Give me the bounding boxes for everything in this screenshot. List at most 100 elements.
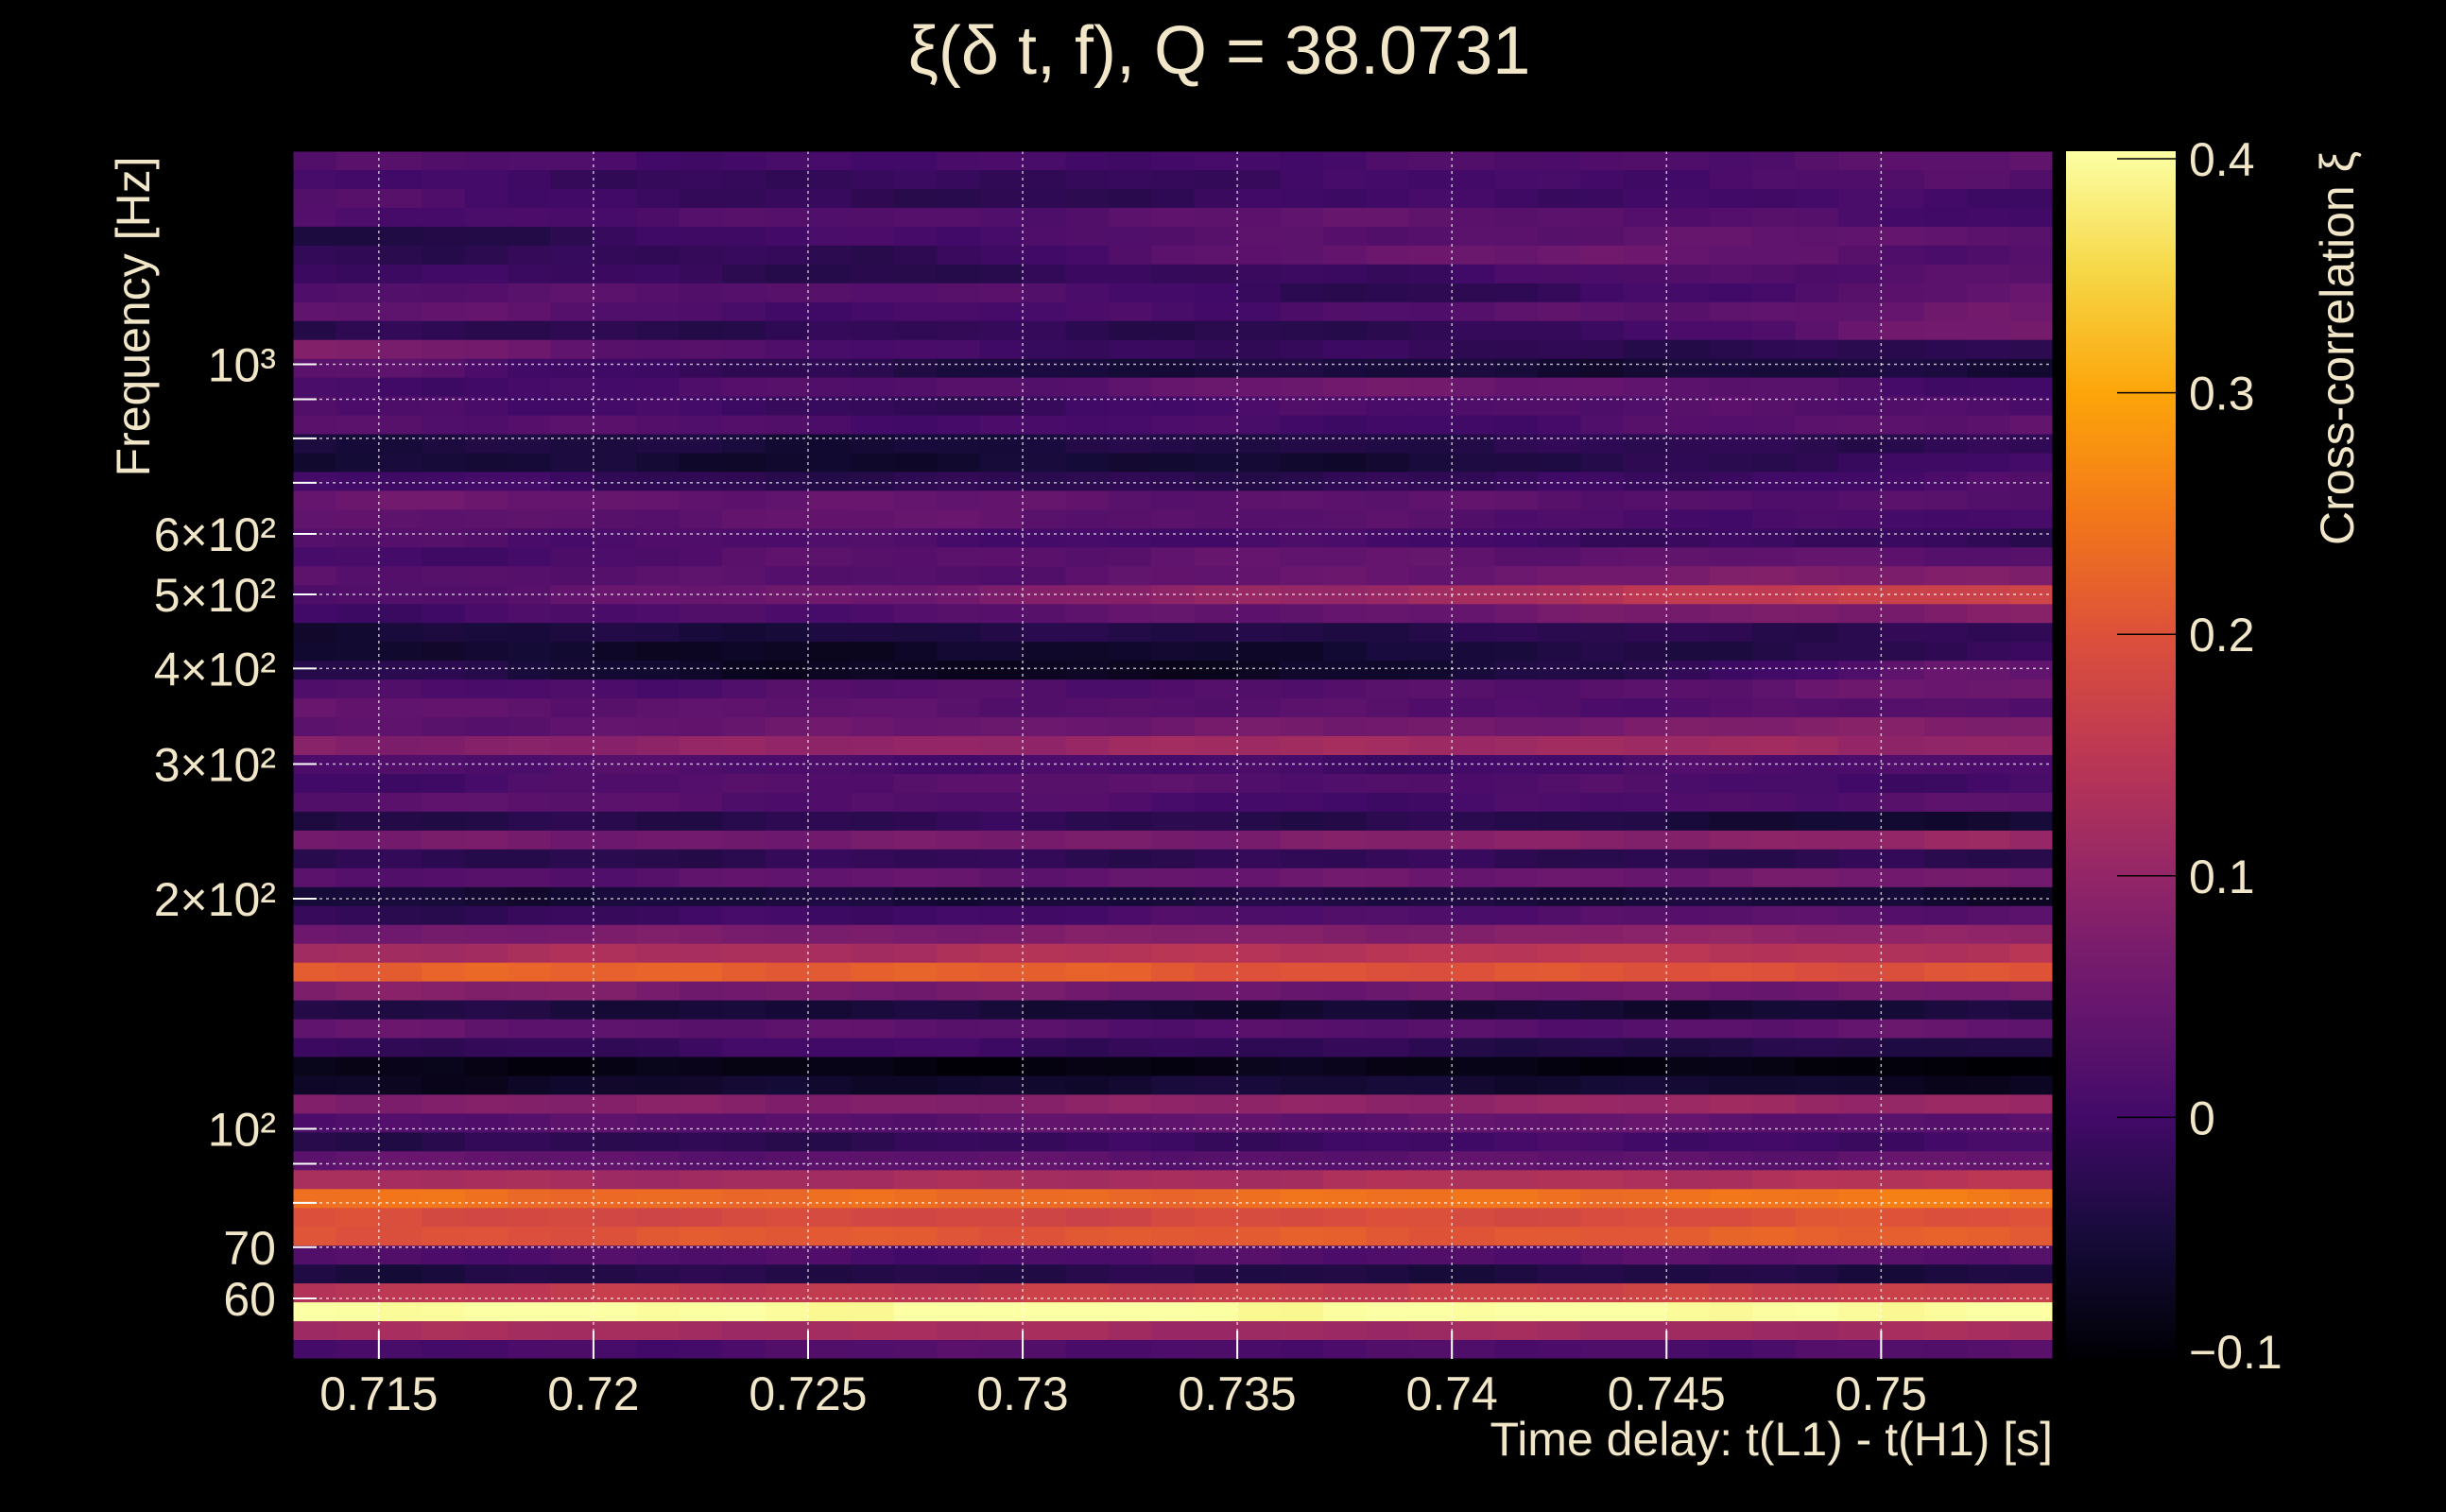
heatmap-cell bbox=[2009, 1038, 2053, 1058]
heatmap-cell bbox=[2009, 453, 2053, 473]
heatmap-cell bbox=[293, 415, 336, 436]
heatmap-cell bbox=[550, 679, 594, 699]
heatmap-cell bbox=[1323, 547, 1367, 567]
heatmap-cell bbox=[1494, 868, 1539, 888]
heatmap-cell bbox=[1366, 736, 1410, 756]
heatmap-cell bbox=[464, 1057, 508, 1077]
heatmap-cell bbox=[979, 566, 1024, 586]
heatmap-cell bbox=[1151, 886, 1196, 907]
heatmap-cell bbox=[893, 1264, 938, 1284]
heatmap-cell bbox=[1065, 1189, 1110, 1209]
heatmap-cell bbox=[1023, 472, 1066, 492]
heatmap-cell bbox=[1408, 1227, 1453, 1246]
colorbar-tick-label: 0.3 bbox=[2189, 368, 2255, 421]
heatmap-cell bbox=[1194, 472, 1238, 492]
heatmap-cell bbox=[1580, 1264, 1625, 1284]
heatmap-cell bbox=[1709, 415, 1753, 436]
heatmap-cell bbox=[1366, 830, 1410, 850]
heatmap-cell bbox=[1494, 1170, 1539, 1190]
heatmap-cell bbox=[1837, 661, 1882, 680]
heatmap-cell bbox=[593, 1283, 637, 1303]
heatmap-cell bbox=[1580, 830, 1625, 850]
heatmap-cell bbox=[1538, 792, 1581, 813]
heatmap-cell bbox=[378, 434, 422, 455]
heatmap-cell bbox=[1752, 207, 1797, 228]
heatmap-cell bbox=[1752, 1208, 1797, 1228]
heatmap-cell bbox=[893, 886, 938, 907]
heatmap-cell bbox=[1108, 1151, 1152, 1171]
heatmap-cell bbox=[1237, 1057, 1282, 1077]
heatmap-cell bbox=[336, 1302, 380, 1322]
heatmap-cell bbox=[1752, 1321, 1797, 1341]
heatmap-cell bbox=[679, 1094, 723, 1114]
heatmap-cell bbox=[851, 151, 895, 171]
heatmap-cell bbox=[1237, 736, 1282, 756]
heatmap-cell bbox=[1752, 755, 1797, 775]
heatmap-cell bbox=[1237, 283, 1282, 303]
heatmap-cell bbox=[464, 490, 508, 510]
heatmap-cell bbox=[1194, 623, 1238, 643]
heatmap-cell bbox=[1065, 151, 1110, 171]
heatmap-cell bbox=[1666, 849, 1711, 869]
heatmap-cell bbox=[1151, 472, 1196, 492]
heatmap-cell bbox=[1709, 905, 1753, 926]
heatmap-cell bbox=[1752, 1151, 1797, 1171]
heatmap-cell bbox=[1323, 1000, 1367, 1021]
heatmap-cell bbox=[422, 207, 466, 228]
heatmap-cell bbox=[808, 509, 852, 529]
heatmap-cell bbox=[679, 642, 723, 662]
heatmap-cell bbox=[1023, 1246, 1066, 1265]
heatmap-cell bbox=[1967, 339, 2011, 360]
heatmap-cell bbox=[2009, 245, 2053, 266]
heatmap-cell bbox=[293, 566, 336, 586]
heatmap-cell bbox=[679, 698, 723, 718]
heatmap-cell bbox=[1881, 245, 1925, 266]
heatmap-cell bbox=[893, 905, 938, 926]
heatmap-cell bbox=[808, 661, 852, 680]
heatmap-cell bbox=[1323, 528, 1367, 548]
heatmap-cell bbox=[1108, 736, 1152, 756]
heatmap-cell bbox=[422, 226, 466, 247]
heatmap-cell bbox=[1108, 698, 1152, 718]
heatmap-cell bbox=[937, 1264, 981, 1284]
heatmap-cell bbox=[1237, 1321, 1282, 1341]
heatmap-cell bbox=[979, 434, 1024, 455]
heatmap-cell bbox=[1151, 1189, 1196, 1209]
heatmap-cell bbox=[593, 774, 637, 794]
heatmap-cell bbox=[422, 661, 466, 680]
heatmap-cell bbox=[1023, 1208, 1066, 1228]
heatmap-cell bbox=[1408, 226, 1453, 247]
heatmap-cell bbox=[979, 1302, 1024, 1322]
heatmap-cell bbox=[1666, 509, 1711, 529]
heatmap-cell bbox=[722, 415, 767, 436]
heatmap-cell bbox=[1666, 188, 1711, 209]
heatmap-cell bbox=[1752, 1170, 1797, 1190]
heatmap-cell bbox=[1709, 1302, 1753, 1322]
heatmap-cell bbox=[1151, 1075, 1196, 1096]
heatmap-cell bbox=[422, 943, 466, 964]
heatmap-cell bbox=[1709, 1170, 1753, 1190]
heatmap-cell bbox=[1538, 604, 1581, 624]
heatmap-cell bbox=[893, 1057, 938, 1077]
heatmap-cell bbox=[464, 301, 508, 322]
heatmap-cell bbox=[2009, 415, 2053, 436]
heatmap-cell bbox=[851, 245, 895, 266]
heatmap-cell bbox=[422, 151, 466, 171]
heatmap-cell bbox=[979, 1170, 1024, 1190]
heatmap-cell bbox=[1108, 1038, 1152, 1058]
heatmap-cell bbox=[1580, 151, 1625, 171]
heatmap-cell bbox=[765, 717, 809, 737]
heatmap-cell bbox=[1580, 1132, 1625, 1152]
heatmap-cell bbox=[1366, 472, 1410, 492]
heatmap-cell bbox=[808, 717, 852, 737]
heatmap-cell bbox=[1881, 1340, 1925, 1359]
heatmap-cell bbox=[636, 415, 680, 436]
heatmap-cell bbox=[1795, 528, 1839, 548]
heatmap-cell bbox=[1452, 453, 1496, 473]
heatmap-cell bbox=[1366, 377, 1410, 398]
heatmap-cell bbox=[979, 339, 1024, 360]
heatmap-cell bbox=[1151, 566, 1196, 586]
heatmap-cell bbox=[1408, 962, 1453, 983]
heatmap-cell bbox=[1666, 698, 1711, 718]
heatmap-cell bbox=[893, 339, 938, 360]
